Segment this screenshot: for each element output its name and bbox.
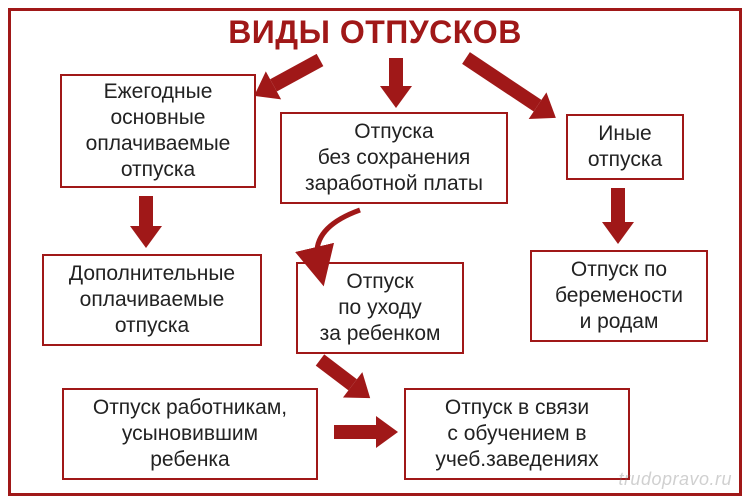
node-label: Дополнительныеоплачиваемыеотпуска: [69, 261, 235, 340]
node-n4: Дополнительныеоплачиваемыеотпуска: [42, 254, 262, 346]
node-label: Отпуск в связис обучением вучеб.заведени…: [435, 395, 598, 474]
node-n8: Отпуск в связис обучением вучеб.заведени…: [404, 388, 630, 480]
node-label: Иныеотпуска: [588, 121, 662, 174]
node-n7: Отпуск работникам,усыновившимребенка: [62, 388, 318, 480]
node-n1: Ежегодныеосновныеоплачиваемыеотпуска: [60, 74, 256, 188]
node-label: Отпускабез сохранениязаработной платы: [305, 119, 483, 198]
watermark-text: trudopravo.ru: [618, 469, 732, 490]
node-label: Отпуск побеременостии родам: [555, 257, 683, 336]
diagram-title: ВИДЫ ОТПУСКОВ: [228, 14, 522, 51]
node-n5: Отпускпо уходуза ребенком: [296, 262, 464, 354]
node-label: Отпуск работникам,усыновившимребенка: [93, 395, 287, 474]
node-label: Ежегодныеосновныеоплачиваемыеотпуска: [86, 79, 231, 184]
node-n2: Отпускабез сохранениязаработной платы: [280, 112, 508, 204]
node-n6: Отпуск побеременостии родам: [530, 250, 708, 342]
node-label: Отпускпо уходуза ребенком: [320, 269, 441, 348]
node-n3: Иныеотпуска: [566, 114, 684, 180]
